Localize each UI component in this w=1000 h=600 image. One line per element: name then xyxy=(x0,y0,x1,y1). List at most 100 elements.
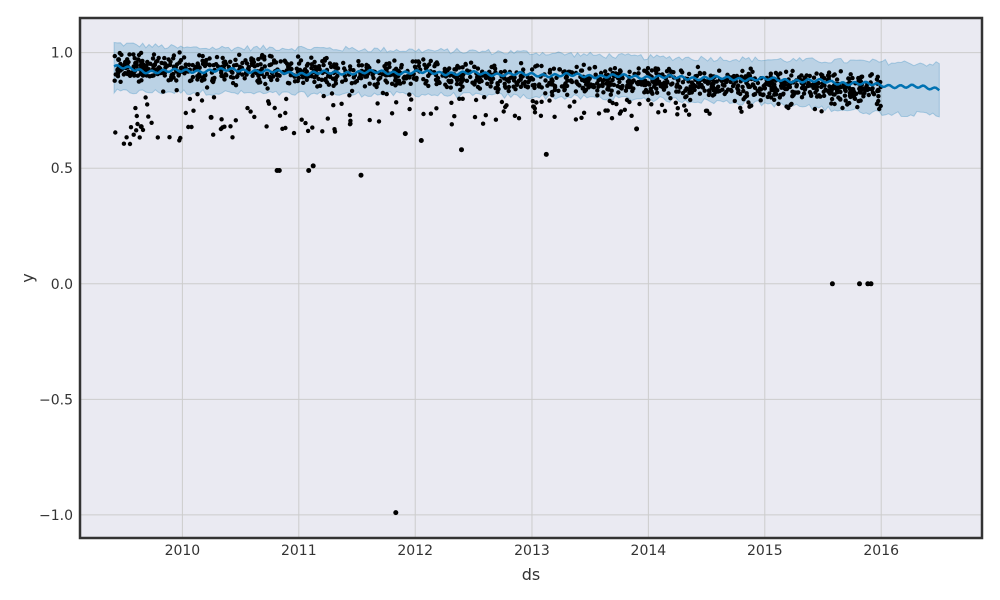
observed-point xyxy=(668,96,673,101)
observed-point xyxy=(502,76,507,81)
observed-point xyxy=(598,70,604,76)
observed-point xyxy=(197,53,202,58)
observed-point xyxy=(682,103,687,108)
observed-point xyxy=(278,59,283,64)
observed-point xyxy=(650,91,655,96)
observed-point xyxy=(538,113,544,119)
observed-point xyxy=(316,63,322,69)
observed-point xyxy=(126,69,131,74)
observed-point xyxy=(459,147,464,153)
observed-point xyxy=(630,79,635,84)
observed-point xyxy=(843,98,848,103)
observed-point xyxy=(384,91,389,97)
observed-point xyxy=(134,113,139,119)
observed-point xyxy=(309,62,314,67)
observed-point xyxy=(380,72,385,77)
observed-point xyxy=(697,91,703,96)
observed-point xyxy=(811,85,816,91)
observed-point xyxy=(831,73,836,78)
observed-point xyxy=(121,141,127,146)
observed-point xyxy=(389,111,395,116)
observed-point xyxy=(829,281,835,287)
observed-point xyxy=(177,50,182,55)
observed-point xyxy=(237,64,243,70)
observed-point xyxy=(214,54,220,60)
observed-point xyxy=(501,109,506,114)
observed-point xyxy=(458,87,463,93)
observed-point xyxy=(215,64,221,69)
observed-point xyxy=(586,79,591,84)
x-tick-label: 2012 xyxy=(397,543,433,559)
observed-point xyxy=(457,96,462,102)
observed-point xyxy=(294,66,299,71)
observed-point xyxy=(539,85,544,90)
observed-point xyxy=(636,71,641,76)
observed-point xyxy=(387,64,392,70)
observed-point xyxy=(189,124,194,130)
observed-point xyxy=(696,84,701,90)
observed-point xyxy=(692,87,697,93)
observed-point xyxy=(495,81,500,86)
observed-point xyxy=(834,77,840,82)
observed-point xyxy=(732,98,737,104)
observed-point xyxy=(283,110,288,116)
observed-point xyxy=(847,100,852,106)
observed-point xyxy=(649,68,655,73)
observed-point xyxy=(301,80,306,86)
observed-point xyxy=(870,86,875,91)
x-tick-label: 2016 xyxy=(863,543,899,559)
observed-point xyxy=(389,81,395,87)
observed-point xyxy=(339,101,344,107)
observed-point xyxy=(506,79,511,84)
observed-point xyxy=(876,98,881,104)
observed-point xyxy=(702,88,707,93)
observed-point xyxy=(261,54,266,60)
observed-point xyxy=(454,65,460,71)
observed-point xyxy=(832,101,837,107)
observed-point xyxy=(496,86,501,92)
observed-point xyxy=(448,85,453,90)
observed-point xyxy=(434,106,439,111)
observed-point xyxy=(751,92,756,98)
observed-point xyxy=(428,58,433,64)
observed-point xyxy=(211,132,216,137)
observed-point xyxy=(670,81,675,86)
observed-point xyxy=(668,69,674,74)
forecast-line xyxy=(113,64,941,92)
observed-point xyxy=(325,116,330,121)
observed-point xyxy=(399,65,404,70)
observed-point xyxy=(750,82,756,87)
observed-point xyxy=(738,105,743,111)
observed-point xyxy=(351,68,356,73)
observed-point xyxy=(237,52,242,57)
observed-point xyxy=(195,64,200,69)
observed-point xyxy=(356,63,362,68)
observed-point xyxy=(601,90,606,95)
observed-point xyxy=(167,135,172,140)
observed-point xyxy=(248,109,253,114)
observed-point xyxy=(842,93,848,98)
observed-point xyxy=(305,61,311,67)
observed-point xyxy=(610,77,615,83)
observed-point xyxy=(547,98,552,103)
observed-point xyxy=(287,62,292,68)
observed-point xyxy=(783,69,789,75)
observed-point xyxy=(380,90,386,96)
observed-point xyxy=(116,57,122,63)
observed-point xyxy=(829,96,835,102)
observed-point xyxy=(706,92,712,98)
observed-point xyxy=(181,55,187,60)
observed-point xyxy=(683,95,688,100)
observed-point xyxy=(614,101,619,107)
observed-point xyxy=(530,83,535,88)
observed-point xyxy=(149,120,154,126)
observed-point xyxy=(329,91,335,96)
observed-point xyxy=(838,85,843,90)
observed-point xyxy=(790,93,795,99)
observed-point xyxy=(821,93,827,99)
observed-point xyxy=(367,81,372,86)
observed-point xyxy=(163,65,168,70)
observed-point xyxy=(331,103,336,108)
observed-point xyxy=(637,101,642,107)
observed-point xyxy=(327,61,333,66)
